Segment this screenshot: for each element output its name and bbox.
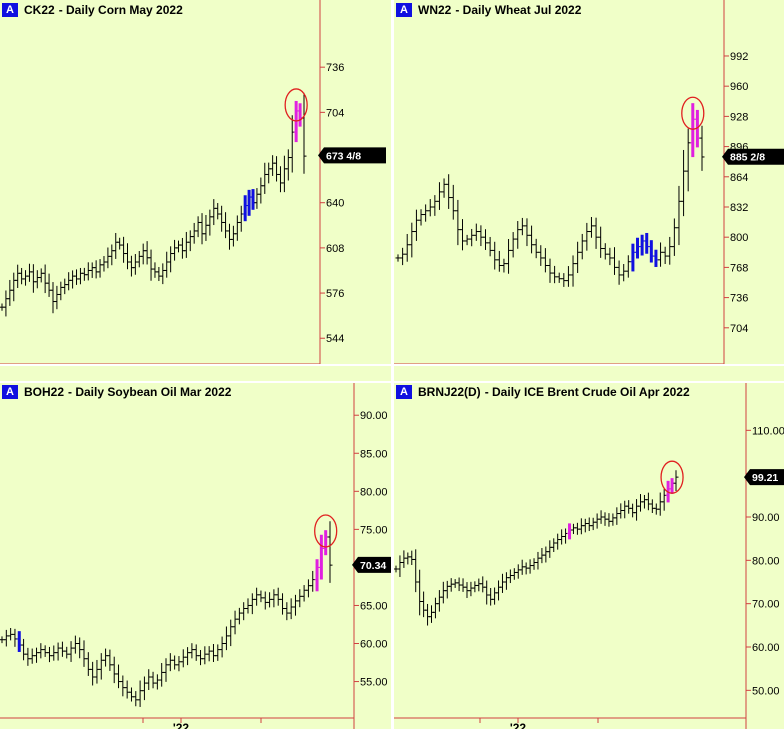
chart-header: A WN22 - Daily Wheat Jul 2022 <box>396 2 581 18</box>
y-tick-label: 60.00 <box>752 642 780 654</box>
y-tick-label: 90.00 <box>752 512 780 524</box>
y-tick-label: 640 <box>326 198 344 210</box>
chart-symbol: BOH22 <box>24 385 65 399</box>
chart-symbol: BRNJ22(D) <box>418 385 481 399</box>
y-tick-label: 65.00 <box>360 600 388 612</box>
y-tick-label: 704 <box>326 107 344 119</box>
chart-title: - Daily Soybean Oil Mar 2022 <box>68 385 232 399</box>
chart-badge[interactable]: A <box>2 3 18 17</box>
panel-divider-vertical <box>391 0 394 729</box>
y-tick-label: 55.00 <box>360 677 388 689</box>
y-tick-label: 544 <box>326 333 344 345</box>
y-tick-label: 736 <box>730 293 748 305</box>
chart-title: - Daily Corn May 2022 <box>58 3 183 17</box>
brent-crude-chart-plot: 110.00 90.00 80.00 70.00 60.00 50.00 '22 99.21 <box>394 382 784 729</box>
y-tick-label: 800 <box>730 232 748 244</box>
y-tick-label: 768 <box>730 262 748 274</box>
chart-symbol: WN22 <box>418 3 452 17</box>
brent-crude-chart-panel: A BRNJ22(D) - Daily ICE Brent Crude Oil … <box>394 382 784 729</box>
y-tick-label: 960 <box>730 81 748 93</box>
y-tick-label: 85.00 <box>360 448 388 460</box>
chart-badge[interactable]: A <box>396 385 412 399</box>
last-price-label: 70.34 <box>360 560 386 572</box>
y-tick-label: 576 <box>326 288 344 300</box>
chart-badge[interactable]: A <box>2 385 18 399</box>
y-tick-label: 110.00 <box>752 425 784 437</box>
y-tick-label: 80.00 <box>360 486 388 498</box>
y-tick-label: 736 <box>326 62 344 74</box>
last-price-tag: 673 4/8 <box>318 147 386 164</box>
last-price-tag-bg <box>744 469 784 486</box>
highlight-circle <box>660 460 684 494</box>
y-tick-label: 75.00 <box>360 524 388 536</box>
highlight-circle <box>314 514 338 548</box>
chart-title: - Daily Wheat Jul 2022 <box>455 3 582 17</box>
y-tick-label: 992 <box>730 51 748 63</box>
y-tick-label: 608 <box>326 243 344 255</box>
last-price-tag-bg <box>318 147 386 164</box>
y-tick-label: 60.00 <box>360 639 388 651</box>
last-price-tag: 99.21 <box>744 469 784 486</box>
chart-header: A BOH22 - Daily Soybean Oil Mar 2022 <box>2 384 231 400</box>
y-tick-label: 864 <box>730 172 748 184</box>
corn-chart-panel: A CK22 - Daily Corn May 2022 736 704 640 60… <box>0 0 391 365</box>
chart-symbol: CK22 <box>24 3 55 17</box>
soybean-oil-chart-panel: A BOH22 - Daily Soybean Oil Mar 2022 90.… <box>0 382 391 729</box>
chart-badge[interactable]: A <box>396 3 412 17</box>
last-price-label: 673 4/8 <box>326 150 361 162</box>
last-price-label: 99.21 <box>752 472 778 484</box>
highlight-circle <box>681 96 705 130</box>
chart-header: A CK22 - Daily Corn May 2022 <box>2 2 183 18</box>
soybean-oil-chart-plot: 90.0085.0080.0075.0070.0065.0060.0055.00… <box>0 382 391 729</box>
chart-header: A BRNJ22(D) - Daily ICE Brent Crude Oil … <box>396 384 690 400</box>
x-tick-label: '22 <box>510 721 527 729</box>
chart-title: - Daily ICE Brent Crude Oil Apr 2022 <box>484 385 690 399</box>
y-tick-label: 928 <box>730 111 748 123</box>
wheat-chart-panel: A WN22 - Daily Wheat Jul 2022 992 960 928 8… <box>394 0 784 365</box>
last-price-tag: 70.34 <box>352 556 391 573</box>
y-tick-label: 704 <box>730 323 748 335</box>
highlight-circle <box>284 88 308 122</box>
last-price-tag: 885 2/8 <box>722 148 784 165</box>
y-tick-label: 70.00 <box>752 599 780 611</box>
y-tick-label: 80.00 <box>752 555 780 567</box>
x-tick-label: '22 <box>173 721 190 729</box>
last-price-tag-bg <box>722 148 784 165</box>
y-tick-label: 832 <box>730 202 748 214</box>
last-price-label: 885 2/8 <box>730 152 765 164</box>
y-tick-label: 90.00 <box>360 410 388 422</box>
last-price-tag-bg <box>352 556 391 573</box>
y-tick-label: 50.00 <box>752 685 780 697</box>
